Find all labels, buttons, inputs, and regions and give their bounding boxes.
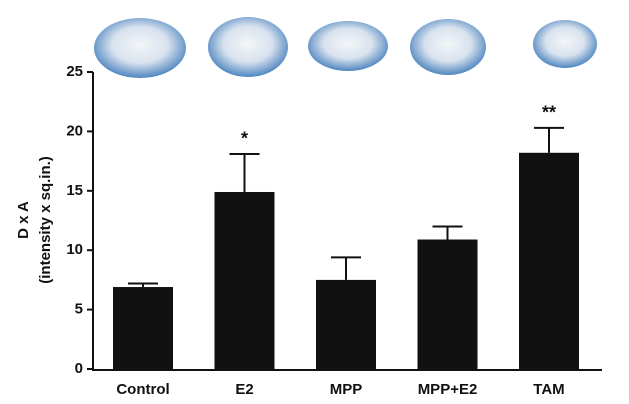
tissue-image — [410, 19, 486, 75]
tissue-image — [94, 18, 186, 78]
significance-mark: * — [241, 129, 248, 149]
bar — [316, 279, 376, 369]
bar — [519, 152, 579, 369]
tissue-image — [533, 20, 597, 68]
x-tick-label: TAM — [533, 381, 564, 398]
x-tick-label: Control — [116, 381, 169, 398]
y-tick-label: 10 — [66, 241, 83, 258]
tissue-image — [308, 21, 388, 71]
y-tick-label: 25 — [66, 63, 83, 80]
y-axis-label: D x A — [15, 201, 32, 239]
bar — [214, 191, 275, 369]
tissue-images — [94, 17, 597, 78]
significance-mark: ** — [542, 103, 556, 123]
x-tick-label: E2 — [235, 381, 253, 398]
x-tick-label: MPP — [330, 381, 363, 398]
x-tick-label: MPP+E2 — [418, 381, 478, 398]
y-tick-label: 20 — [66, 122, 83, 139]
y-tick-label: 0 — [75, 360, 83, 377]
bar — [113, 287, 173, 369]
bar — [417, 239, 478, 369]
y-tick-label: 5 — [75, 301, 83, 318]
y-tick-label: 15 — [66, 182, 83, 199]
tissue-image — [208, 17, 288, 77]
y-axis-label: (intensity x sq.in.) — [37, 156, 54, 284]
